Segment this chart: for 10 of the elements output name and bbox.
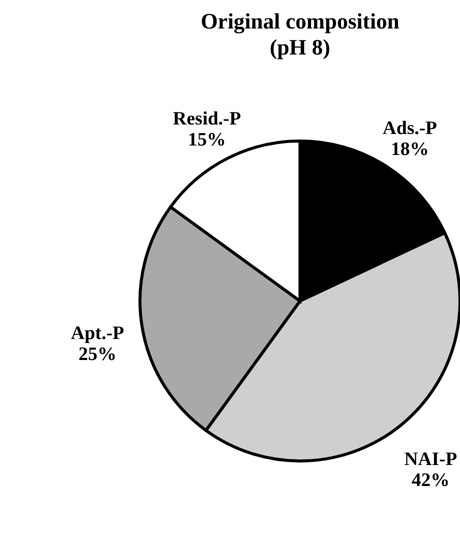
slice-label: Resid.-P — [172, 108, 242, 130]
chart-subtitle: (pH 8) — [270, 34, 330, 60]
chart-title: Original composition — [200, 8, 400, 34]
data-label: 25% — [78, 344, 117, 366]
data-label: 15% — [188, 129, 226, 150]
data-label: 18% — [390, 138, 429, 160]
data-label: 42% — [412, 470, 450, 491]
slice-label: NAI-P — [404, 448, 458, 470]
slice-label: Ads.-P — [382, 118, 438, 139]
slice-label: Apt.-P — [70, 323, 125, 344]
